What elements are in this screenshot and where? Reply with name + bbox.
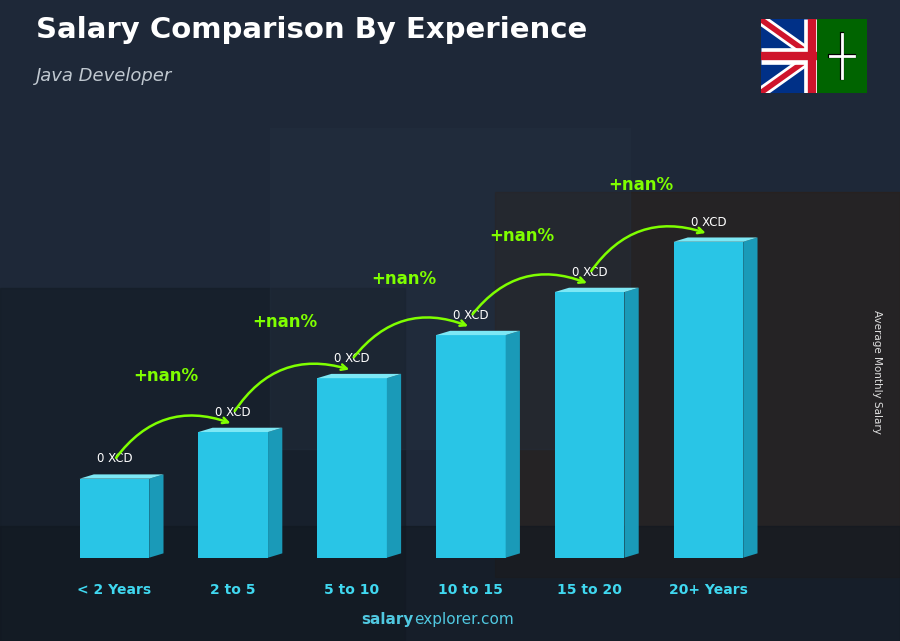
Text: +nan%: +nan%	[133, 367, 199, 385]
Text: 20+ Years: 20+ Years	[669, 583, 748, 597]
Text: +nan%: +nan%	[608, 176, 674, 194]
Text: 0 XCD: 0 XCD	[334, 352, 370, 365]
Polygon shape	[149, 474, 164, 558]
Text: < 2 Years: < 2 Years	[77, 583, 151, 597]
Text: 2 to 5: 2 to 5	[211, 583, 256, 597]
Polygon shape	[436, 335, 506, 558]
Bar	[0, 288, 405, 641]
Polygon shape	[625, 288, 639, 558]
Polygon shape	[198, 428, 283, 432]
Polygon shape	[743, 237, 758, 558]
Text: +nan%: +nan%	[252, 313, 318, 331]
Polygon shape	[673, 242, 743, 558]
Polygon shape	[436, 331, 520, 335]
Polygon shape	[673, 237, 758, 242]
Text: 0 XCD: 0 XCD	[572, 266, 608, 279]
Text: 10 to 15: 10 to 15	[438, 583, 503, 597]
Polygon shape	[198, 432, 268, 558]
Text: 0 XCD: 0 XCD	[453, 309, 489, 322]
Text: +nan%: +nan%	[371, 270, 436, 288]
Text: salary: salary	[362, 612, 414, 627]
Polygon shape	[79, 474, 164, 479]
Polygon shape	[554, 288, 639, 292]
Text: 5 to 10: 5 to 10	[324, 583, 380, 597]
Text: 0 XCD: 0 XCD	[690, 215, 726, 228]
Polygon shape	[268, 428, 283, 558]
Polygon shape	[79, 479, 149, 558]
Text: Average Monthly Salary: Average Monthly Salary	[872, 310, 883, 434]
Polygon shape	[317, 378, 387, 558]
Bar	[0, 526, 900, 641]
Polygon shape	[387, 374, 401, 558]
Text: 0 XCD: 0 XCD	[96, 453, 132, 465]
Bar	[270, 128, 630, 449]
Bar	[495, 192, 900, 577]
Text: Salary Comparison By Experience: Salary Comparison By Experience	[36, 16, 587, 44]
Polygon shape	[317, 374, 401, 378]
Polygon shape	[506, 331, 520, 558]
Text: Java Developer: Java Developer	[36, 67, 172, 85]
Text: explorer.com: explorer.com	[414, 612, 514, 627]
Text: 0 XCD: 0 XCD	[215, 406, 251, 419]
Text: 15 to 20: 15 to 20	[557, 583, 622, 597]
Text: +nan%: +nan%	[490, 227, 555, 245]
Polygon shape	[554, 292, 625, 558]
